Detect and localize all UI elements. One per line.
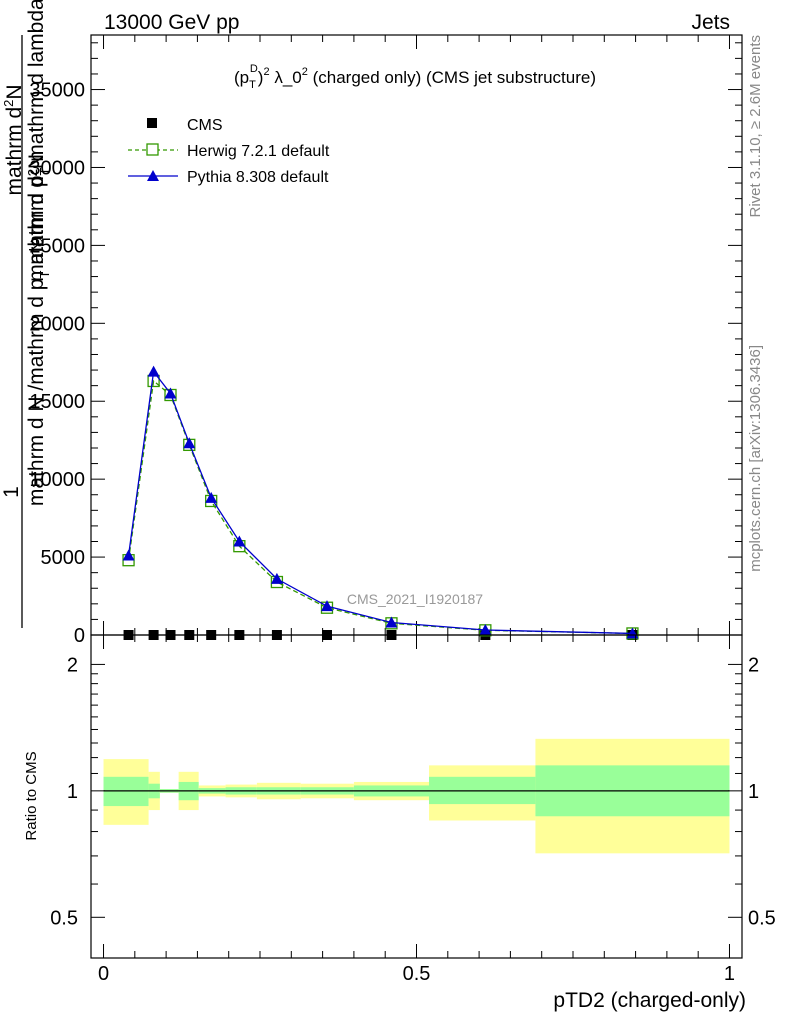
legend-label-herwig: Herwig 7.2.1 default [187,143,330,160]
ratio-y-tick-label-right: 0.5 [748,907,776,929]
y-tick-label: 20000 [29,313,85,335]
title-p: (p [234,68,249,87]
ratio-y-tick-label-left: 2 [67,654,78,676]
ylabel-line-a: mathrm d N /mathrm d pT mathrm d²N [25,154,52,506]
ratio-y-tick-label-right: 2 [748,654,759,676]
legend-label-cms: CMS [187,117,223,134]
pythia-data-point [183,437,196,449]
ratio-y-tick-label-left: 0.5 [50,907,78,929]
pythia-data-point [320,600,333,612]
title-sub: T [249,79,256,91]
title-rest: ) [258,68,264,87]
y-tick-label: 35000 [29,80,85,102]
ylabel-line-c: mathrm d2N [1,84,26,195]
chart-title: (pTD)2 λ_02 (charged only) (CMS jet subs… [234,63,596,91]
x-tick-label: 0.5 [403,963,431,985]
analysis-watermark: CMS_2021_I1920187 [347,591,483,607]
y-tick-label: 15000 [29,391,85,413]
main-y-tick-labels: 0 5000 10000 15000 20000 25000 30000 35000 [29,80,85,647]
ylabel-a-sub: T [37,271,52,279]
y-tick-label: 5000 [41,547,86,569]
ylabel-line-b: mathrm d pT mathrm d lambda [25,0,52,282]
legend: CMS Herwig 7.2.1 default Pythia 8.308 de… [128,117,330,186]
title-sup3: 2 [302,66,308,78]
ylabel-one: 1 [0,486,23,498]
ylabel-a1: mathrm d N /mathrm d p [25,279,48,507]
y-tick-label: 0 [74,625,85,647]
header-left: 13000 GeV pp [104,11,239,34]
ratio-y-tick-label-left: 1 [67,781,78,803]
legend-marker-cms [147,118,157,128]
ratio-bands [103,738,730,854]
pythia-data-point [270,572,283,584]
ylabel-c2: N [3,84,26,99]
ratio-y-tick-label-right: 1 [748,781,759,803]
ylabel-c1: mathrm d [3,107,26,196]
ylabel-b1: mathrm d p [25,175,48,281]
title-tail: (charged only) (CMS jet substructure) [308,68,596,87]
x-tick-label: 1 [724,963,735,985]
title-sup: D [250,63,258,75]
y-tick-label: 10000 [29,469,85,491]
main-y-axis-label: 1 mathrm d N /mathrm d pT mathrm d²N mat… [0,0,52,628]
x-tick-labels: 0 0.5 1 [98,963,735,985]
mcplots-label: mcplots.cern.ch [arXiv:1306.3436] [747,345,764,572]
title-sup2: 2 [263,66,269,78]
main-axis-ticks [91,35,742,636]
pythia-data-point [147,365,160,377]
pythia-data-point [385,616,398,628]
x-tick-label: 0 [98,963,109,985]
rivet-label: Rivet 3.1.10, ≥ 2.6M events [747,35,764,218]
y-tick-label: 30000 [29,157,85,179]
ylabel-b2: mathrm d lambda [25,0,48,168]
ylabel-b-sub: T [37,167,52,175]
pythia-data-point [479,624,492,636]
legend-label-pythia: Pythia 8.308 default [187,169,329,186]
pythia-data-point [205,491,218,503]
x-axis-label: pTD2 (charged-only) [553,989,746,1012]
ratio-axis-ticks [91,635,742,958]
legend-marker-herwig [146,143,159,156]
pythia-data-point [164,387,177,399]
ylabel-c-sup: 2 [1,100,16,107]
legend-marker-pythia [147,170,159,181]
ratio-y-tick-labels: 0.5 0.5 1 1 2 2 [50,654,776,929]
pythia-data-point [233,535,246,547]
y-tick-label: 25000 [29,235,85,257]
ratio-y-axis-label: Ratio to CMS [23,751,40,840]
ylabel-a2: mathrm d²N [25,154,48,271]
pythia-data-point [122,549,135,561]
header-right: Jets [691,11,730,34]
title-lam: λ_0 [270,68,302,87]
